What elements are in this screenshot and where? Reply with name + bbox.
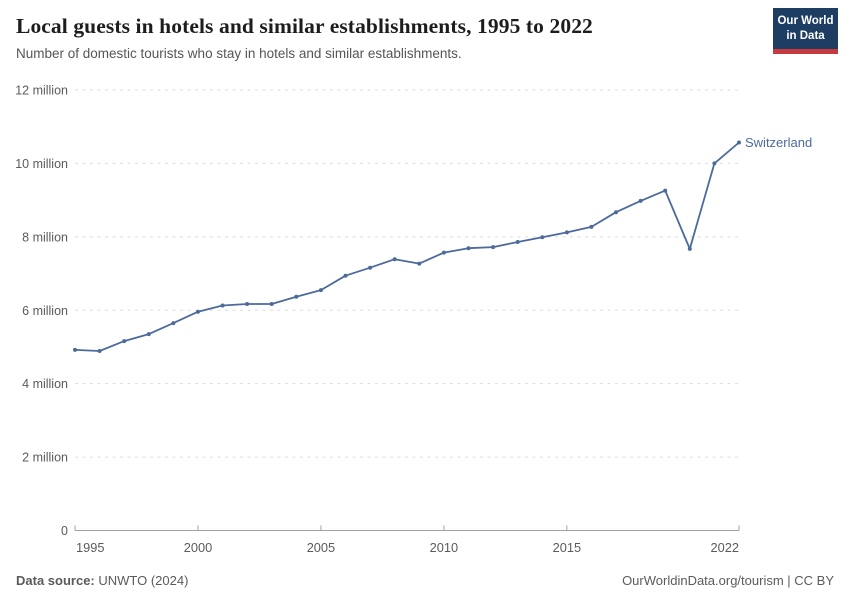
data-point[interactable]	[122, 339, 127, 344]
data-point[interactable]	[294, 294, 299, 299]
y-axis-tick-label: 6 million	[22, 304, 68, 318]
data-point[interactable]	[614, 210, 618, 215]
data-source-value: UNWTO (2024)	[94, 573, 189, 588]
data-point[interactable]	[97, 349, 102, 353]
y-axis-tick-label: 0	[61, 524, 68, 538]
y-axis-tick-label: 2 million	[22, 451, 68, 465]
data-point[interactable]	[687, 246, 692, 251]
data-point[interactable]	[269, 302, 274, 306]
owid-logo-line1: Our World	[777, 15, 834, 27]
series-label-switzerland[interactable]: Switzerland	[745, 135, 812, 150]
x-axis-tick-label: 2015	[553, 540, 581, 555]
owid-logo[interactable]: Our World in Data	[773, 8, 838, 54]
data-point[interactable]	[196, 309, 200, 314]
x-axis-tick-label: 2010	[430, 540, 458, 555]
data-point[interactable]	[491, 245, 496, 250]
data-point[interactable]	[318, 288, 323, 293]
data-point[interactable]	[540, 235, 545, 240]
data-point[interactable]	[245, 302, 250, 306]
data-point[interactable]	[564, 230, 569, 235]
data-point[interactable]	[737, 140, 741, 145]
data-point[interactable]	[146, 332, 151, 337]
data-source: Data source: UNWTO (2024)	[16, 573, 188, 588]
x-axis-tick-label: 2005	[307, 540, 335, 555]
y-axis-tick-label: 8 million	[22, 230, 68, 244]
y-axis-tick-label: 12 million	[15, 84, 68, 98]
data-point[interactable]	[392, 257, 397, 262]
y-axis-tick-label: 4 million	[22, 377, 68, 391]
data-point[interactable]	[73, 347, 77, 352]
data-source-label: Data source:	[16, 573, 95, 588]
data-point[interactable]	[417, 261, 422, 266]
data-point[interactable]	[712, 161, 717, 166]
data-point[interactable]	[343, 273, 348, 278]
data-point[interactable]	[220, 303, 225, 308]
credit-link[interactable]: OurWorldinData.org/tourism | CC BY	[622, 573, 834, 588]
chart-footer: Data source: UNWTO (2024) OurWorldinData…	[16, 573, 834, 588]
data-point[interactable]	[515, 240, 520, 244]
x-axis-tick-label: 1995	[76, 540, 104, 555]
series-line-switzerland[interactable]	[74, 141, 740, 352]
chart-title: Local guests in hotels and similar estab…	[16, 14, 593, 38]
data-point[interactable]	[466, 246, 471, 251]
data-point[interactable]	[441, 250, 446, 255]
owid-logo-line2: in Data	[786, 29, 825, 42]
data-point[interactable]	[663, 188, 668, 193]
data-point[interactable]	[638, 198, 643, 203]
data-point[interactable]	[368, 265, 373, 270]
chart-header: Local guests in hotels and similar estab…	[0, 0, 850, 61]
y-axis-tick-label: 10 million	[15, 157, 68, 171]
x-axis-tick-label: 2022	[711, 540, 739, 555]
data-point[interactable]	[589, 224, 594, 229]
chart-subtitle: Number of domestic tourists who stay in …	[16, 46, 462, 61]
data-point[interactable]	[171, 321, 176, 326]
x-axis-tick-label: 2000	[184, 540, 212, 555]
